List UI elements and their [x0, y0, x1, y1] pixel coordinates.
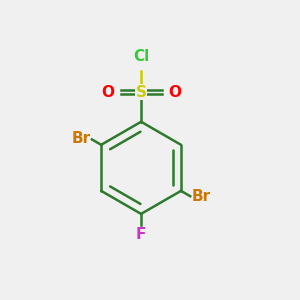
Text: Br: Br	[191, 190, 211, 205]
Text: F: F	[136, 227, 146, 242]
Text: S: S	[136, 85, 147, 100]
Text: O: O	[101, 85, 114, 100]
Text: O: O	[168, 85, 181, 100]
Text: Br: Br	[71, 131, 91, 146]
Text: Cl: Cl	[133, 49, 149, 64]
